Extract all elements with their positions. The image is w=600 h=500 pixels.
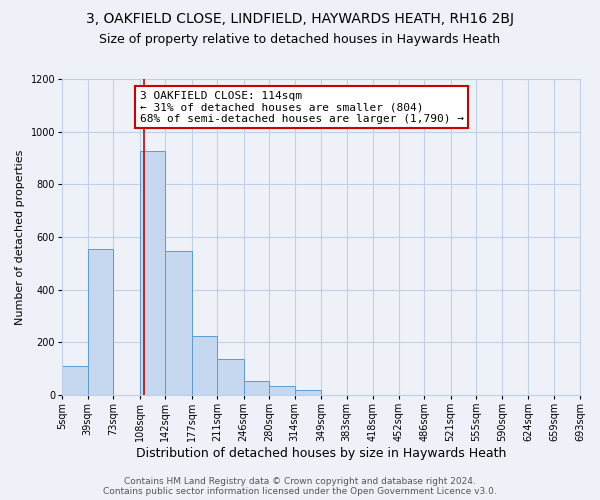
Text: 3 OAKFIELD CLOSE: 114sqm
← 31% of detached houses are smaller (804)
68% of semi-: 3 OAKFIELD CLOSE: 114sqm ← 31% of detach… [140, 91, 464, 124]
Text: Size of property relative to detached houses in Haywards Heath: Size of property relative to detached ho… [100, 32, 500, 46]
X-axis label: Distribution of detached houses by size in Haywards Heath: Distribution of detached houses by size … [136, 447, 506, 460]
Bar [295, 390, 321, 395]
Y-axis label: Number of detached properties: Number of detached properties [15, 150, 25, 324]
Text: Contains HM Land Registry data © Crown copyright and database right 2024.
Contai: Contains HM Land Registry data © Crown c… [103, 476, 497, 496]
Bar [244, 380, 269, 395]
Bar [191, 336, 217, 395]
Bar [62, 366, 88, 395]
Text: 3, OAKFIELD CLOSE, LINDFIELD, HAYWARDS HEATH, RH16 2BJ: 3, OAKFIELD CLOSE, LINDFIELD, HAYWARDS H… [86, 12, 514, 26]
Bar [140, 152, 165, 395]
Bar [88, 249, 113, 395]
Bar [217, 360, 244, 395]
Bar [269, 386, 295, 395]
Bar [165, 252, 191, 395]
